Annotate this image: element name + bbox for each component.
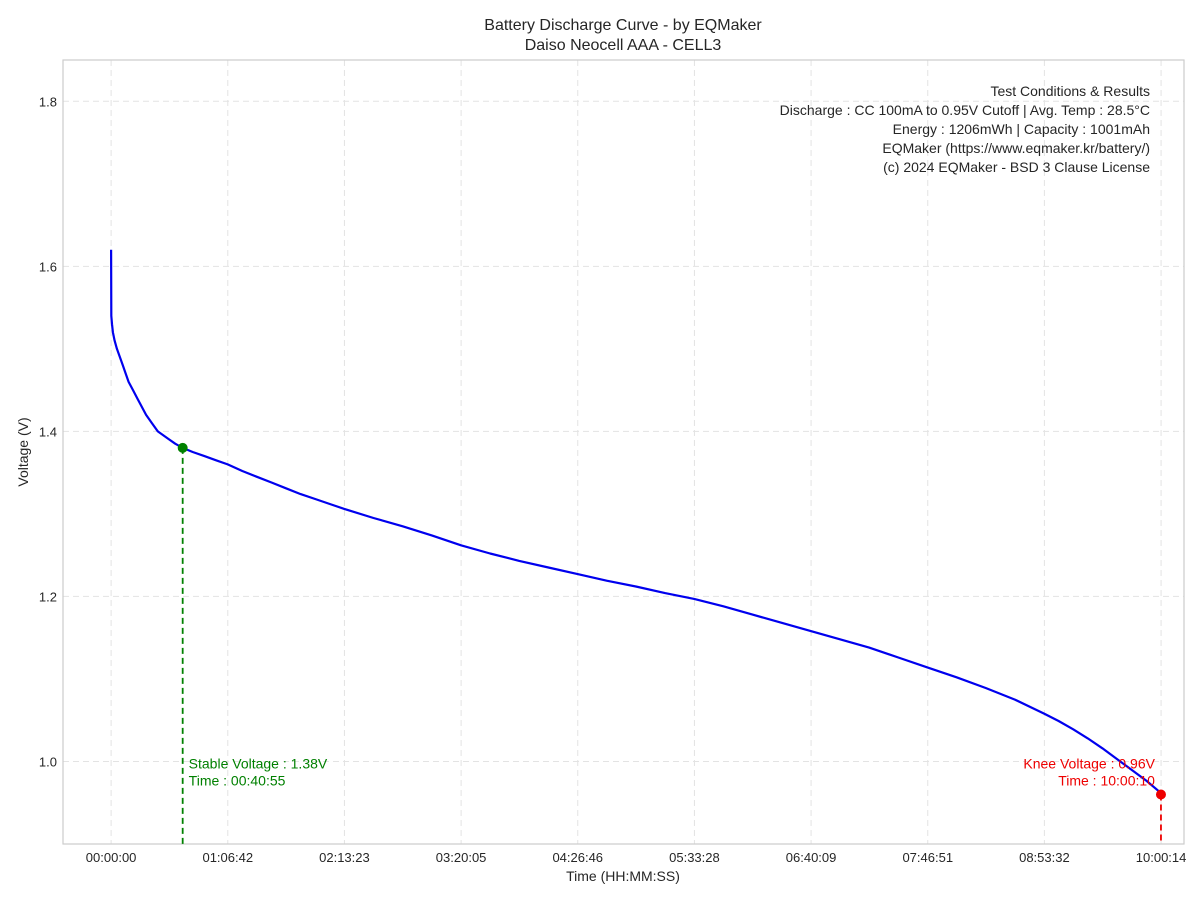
axis-ticks: 00:00:00 01:06:42 02:13:23 03:20:05 04:26:46… <box>39 94 1186 865</box>
x-tick-label: 04:26:46 <box>552 850 603 865</box>
x-tick-label: 02:13:23 <box>319 850 370 865</box>
series-layer <box>110 249 1163 795</box>
knee-voltage-label: Knee Voltage : 0.96V <box>1023 755 1155 771</box>
x-tick-label: 07:46:51 <box>902 850 953 865</box>
y-tick-label: 1.4 <box>39 424 57 439</box>
chart-subtitle: Daiso Neocell AAA - CELL3 <box>525 37 722 54</box>
x-tick-label: 03:20:05 <box>436 850 487 865</box>
x-tick-label: 05:33:28 <box>669 850 720 865</box>
plot-frame <box>62 59 1185 845</box>
y-tick-label: 1.8 <box>39 94 57 109</box>
chart-title: Battery Discharge Curve - by EQMaker <box>484 17 762 34</box>
x-tick-label: 00:00:00 <box>86 850 137 865</box>
x-tick-label: 10:00:14 <box>1136 850 1187 865</box>
info-line-1: Test Conditions & Results <box>990 83 1150 99</box>
y-tick-label: 1.6 <box>39 259 57 274</box>
info-line-4: EQMaker (https://www.eqmaker.kr/battery/… <box>882 140 1150 156</box>
stable-time-label: Time : 00:40:55 <box>189 772 286 788</box>
y-axis-label: Voltage (V) <box>15 417 31 486</box>
x-tick-label: 01:06:42 <box>202 850 253 865</box>
y-tick-label: 1.2 <box>39 589 57 604</box>
info-line-3: Energy : 1206mWh | Capacity : 1001mAh <box>893 121 1150 137</box>
info-box: Test Conditions & Results Discharge : CC… <box>780 83 1151 175</box>
grid-lines <box>63 60 1184 844</box>
x-tick-label: 08:53:32 <box>1019 850 1070 865</box>
stable-point-marker <box>177 442 188 453</box>
discharge-curve-line <box>110 249 1163 795</box>
x-axis-label: Time (HH:MM:SS) <box>566 868 680 884</box>
knee-point-marker <box>1155 789 1166 800</box>
marker-layer <box>177 442 1166 844</box>
y-tick-label: 1.0 <box>39 754 57 769</box>
info-line-5: (c) 2024 EQMaker - BSD 3 Clause License <box>883 159 1150 175</box>
x-tick-label: 06:40:09 <box>786 850 837 865</box>
stable-voltage-label: Stable Voltage : 1.38V <box>189 755 328 771</box>
info-line-2: Discharge : CC 100mA to 0.95V Cutoff | A… <box>780 102 1150 118</box>
knee-time-label: Time : 10:00:10 <box>1058 772 1155 788</box>
